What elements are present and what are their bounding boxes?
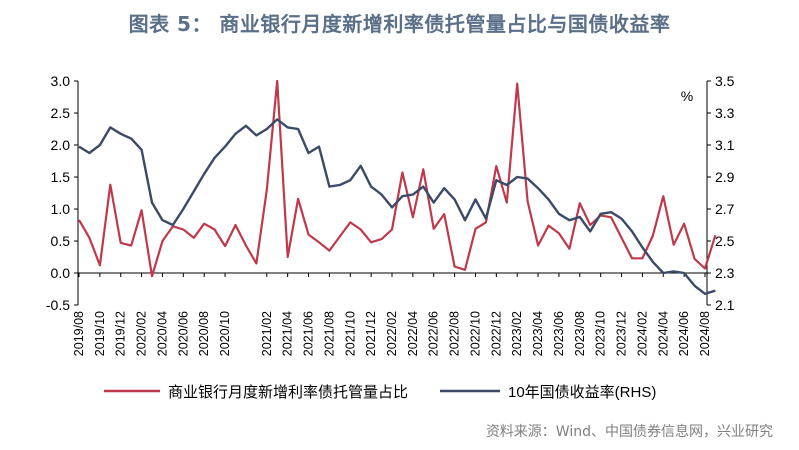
x-tick-label: 2021/02 xyxy=(260,311,274,356)
x-tick-label: 2022/10 xyxy=(468,311,482,356)
legend-label-series1: 商业银行月度新增利率债托管量占比 xyxy=(168,384,408,401)
x-tick-label: 2023/08 xyxy=(573,311,587,356)
x-tick-label: 2019/10 xyxy=(93,311,107,356)
right-tick-label: 2.1 xyxy=(715,297,735,313)
right-tick-label: 2.9 xyxy=(715,169,735,185)
chart-title: 图表 5： 商业银行月度新增利率债托管量占比与国债收益率 xyxy=(128,12,671,36)
right-tick-label: 3.5 xyxy=(715,73,735,89)
right-tick-label: 2.3 xyxy=(715,265,735,281)
series-line-10y-treasury-yield xyxy=(78,118,716,295)
x-tick-label: 2022/02 xyxy=(385,311,399,356)
right-tick-label: 3.3 xyxy=(715,105,735,121)
left-tick-label: 2.0 xyxy=(51,137,71,153)
x-tick-label: 2021/12 xyxy=(364,311,378,356)
right-axis-unit: % xyxy=(681,88,693,104)
left-tick-label: 1.0 xyxy=(51,201,71,217)
x-tick-label: 2021/08 xyxy=(322,311,336,356)
x-tick-label: 2023/04 xyxy=(531,311,545,356)
x-tick-label: 2024/06 xyxy=(677,311,691,356)
x-tick-label: 2022/06 xyxy=(427,311,441,356)
x-tick-label: 2023/10 xyxy=(594,311,608,356)
x-tick-label: 2023/02 xyxy=(510,311,524,356)
left-tick-label: 0.5 xyxy=(51,233,71,249)
right-tick-label: 3.1 xyxy=(715,137,735,153)
left-tick-label: 1.5 xyxy=(51,169,71,185)
x-tick-label: 2023/12 xyxy=(615,311,629,356)
x-tick-label: 2020/08 xyxy=(197,311,211,356)
series-line-commercial-bank-share xyxy=(78,79,717,278)
x-tick-label: 2022/04 xyxy=(406,311,420,356)
x-tick-label: 2022/12 xyxy=(489,311,503,356)
x-tick-label: 2024/08 xyxy=(698,311,712,356)
left-tick-label: 0.0 xyxy=(51,265,71,281)
series-lines xyxy=(78,79,717,295)
x-tick-label: 2021/04 xyxy=(281,311,295,356)
left-tick-label: 3.0 xyxy=(51,73,71,89)
x-tick-label: 2020/10 xyxy=(218,311,232,356)
x-tick-label: 2019/12 xyxy=(114,311,128,356)
axes: -0.5 0.0 0.5 1.0 1.5 2.0 2.5 3.0 2.1 2.3 2.5 2.7 2.9… xyxy=(46,73,735,356)
left-tick-label: 2.5 xyxy=(51,105,71,121)
x-tick-label: 2020/04 xyxy=(155,311,169,356)
right-tick-label: 2.7 xyxy=(715,201,735,217)
x-tick-label: 2023/06 xyxy=(552,311,566,356)
x-tick-label: 2024/02 xyxy=(635,311,649,356)
x-tick-label: 2024/04 xyxy=(656,311,670,356)
x-tick-label: 2021/10 xyxy=(343,311,357,356)
legend-label-series2: 10年国债收益率(RHS) xyxy=(508,384,656,401)
left-tick-label: -0.5 xyxy=(46,297,70,313)
right-tick-label: 2.5 xyxy=(715,233,735,249)
x-tick-label: 2021/06 xyxy=(302,311,316,356)
x-tick-label: 2019/08 xyxy=(72,311,86,356)
x-tick-label: 2022/08 xyxy=(448,311,462,356)
source-note: 资料来源：Wind、中国债券信息网，兴业研究 xyxy=(485,424,773,440)
legend: 商业银行月度新增利率债托管量占比 10年国债收益率(RHS) xyxy=(104,384,656,401)
x-tick-label: 2020/06 xyxy=(176,311,190,356)
x-tick-label: 2020/02 xyxy=(135,311,149,356)
